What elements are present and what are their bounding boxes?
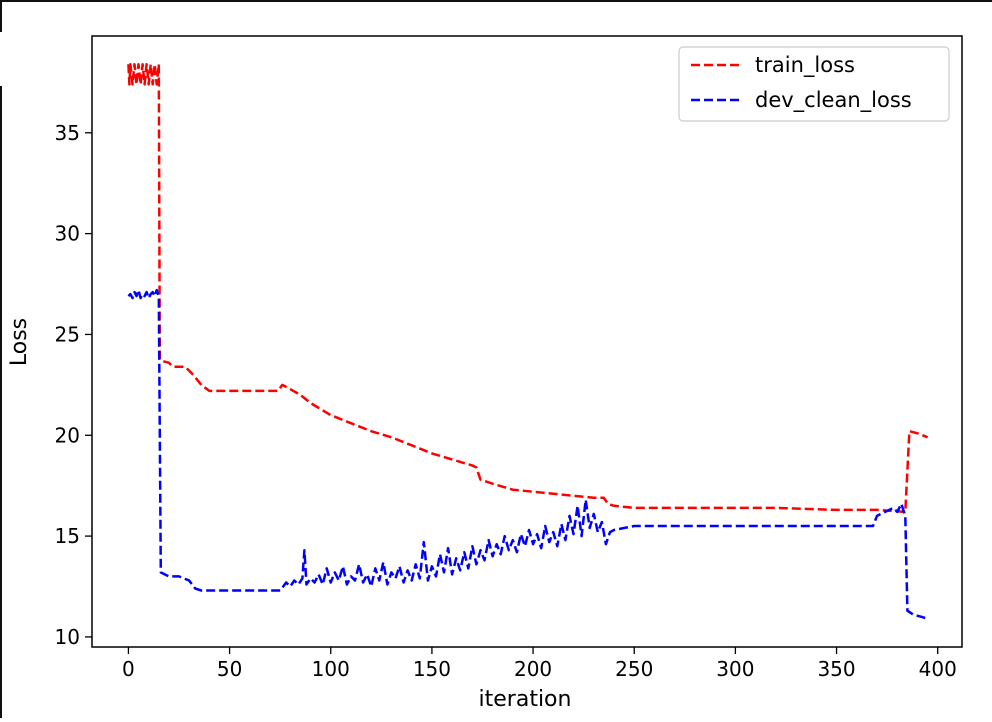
x-tick-label: 400 xyxy=(919,657,957,681)
x-tick-label: 350 xyxy=(817,657,855,681)
y-tick-label: 30 xyxy=(55,222,80,246)
screenshot-top-border xyxy=(0,0,992,2)
x-axis-label: iteration xyxy=(479,687,572,712)
plot-area xyxy=(91,35,963,648)
x-tick-label: 300 xyxy=(716,657,754,681)
series-dev-clean-loss xyxy=(127,288,928,620)
y-tick-label: 15 xyxy=(55,524,80,548)
series-layer xyxy=(127,62,929,620)
x-tick-label: 50 xyxy=(217,657,242,681)
series-line-dev-clean-loss xyxy=(127,288,928,620)
y-tick-label: 10 xyxy=(55,625,80,649)
series-line-train-loss xyxy=(127,62,929,514)
x-tick-label: 100 xyxy=(312,657,350,681)
y-tick-label: 20 xyxy=(55,423,80,447)
ticks-layer: 0 50 100 150 200 250 300 350 400 10 15 20 25 30 35 xyxy=(55,121,957,681)
x-tick-label: 200 xyxy=(514,657,552,681)
y-axis-label: Loss xyxy=(7,318,32,366)
series-train-loss xyxy=(127,62,929,514)
x-tick-label: 250 xyxy=(615,657,653,681)
y-tick-label: 35 xyxy=(55,121,80,145)
legend-label-dev-clean-loss: dev_clean_loss xyxy=(755,88,912,113)
legend-box xyxy=(678,46,950,122)
screenshot-left-border-top xyxy=(0,0,2,32)
screenshot-left-border-bottom xyxy=(0,86,2,718)
x-tick-label: 150 xyxy=(413,657,451,681)
x-tick-label: 0 xyxy=(122,657,135,681)
legend-label-train-loss: train_loss xyxy=(755,53,855,78)
y-tick-label: 25 xyxy=(55,322,80,346)
legend: train_loss dev_clean_loss xyxy=(678,46,950,122)
